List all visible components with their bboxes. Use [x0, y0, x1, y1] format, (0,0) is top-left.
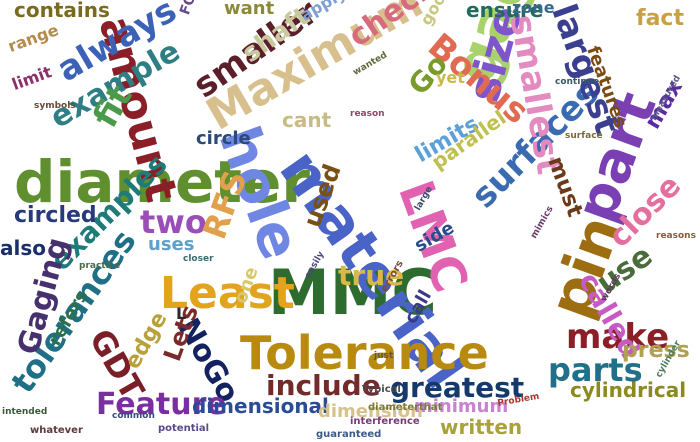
word-least: Least: [160, 268, 295, 319]
word-make: make: [566, 317, 670, 357]
word-ensure: ensure: [466, 0, 544, 22]
word-fact: fact: [636, 6, 684, 31]
word-diameterthat: diameterthat: [368, 402, 443, 413]
word-continue: continue: [555, 77, 600, 87]
word-yet: yet: [436, 68, 465, 87]
word-two: two: [140, 203, 207, 241]
word-circled: circled: [14, 203, 97, 228]
word-l: L: [176, 304, 187, 323]
word-contains: contains: [14, 0, 110, 22]
word-want: want: [224, 0, 275, 19]
word-minimum: minimum: [414, 396, 509, 417]
word-just: just: [374, 351, 394, 361]
word-guaranteed: guaranteed: [316, 429, 382, 440]
word-limit: limit: [9, 62, 55, 94]
word-whatever: whatever: [30, 425, 83, 436]
word-typical: Typical: [362, 384, 401, 395]
word-cylindrical: cylindrical: [570, 378, 687, 402]
word-parts: parts: [548, 351, 643, 389]
word-practice: practice: [79, 261, 121, 271]
word-include: include: [266, 369, 381, 402]
word-range: range: [5, 20, 62, 56]
word-cant: cant: [282, 108, 332, 132]
word-surface: surface: [565, 131, 603, 141]
word-diameter: diameter: [14, 148, 310, 216]
word-uses: uses: [148, 234, 195, 255]
word-interference: interference: [350, 416, 420, 427]
word-common: common: [112, 411, 155, 421]
word-zone: zone: [512, 0, 555, 17]
word-true: true: [338, 259, 405, 292]
word-reason: reason: [350, 109, 385, 119]
word-tolerance: Tolerance: [240, 326, 489, 380]
word-dimensional: dimensional: [192, 394, 329, 418]
word-dimension: dimension: [318, 401, 423, 422]
word-potential: potential: [158, 423, 210, 434]
word-symbols: symbols: [34, 101, 76, 111]
word-press: press: [622, 338, 690, 363]
word-circle: circle: [196, 128, 251, 149]
word-intended: intended: [2, 407, 48, 417]
word-mimics: mimics: [529, 204, 556, 241]
word-closer: closer: [183, 254, 214, 264]
word-feature: Feature: [96, 387, 227, 422]
word-greatest: greatest: [390, 371, 525, 404]
word-reasons: reasons: [656, 231, 696, 241]
word-also: also: [0, 236, 46, 260]
word-mmc: MMC: [268, 256, 437, 329]
word-fos: FOS: [177, 0, 203, 17]
word-written: written: [440, 415, 523, 439]
